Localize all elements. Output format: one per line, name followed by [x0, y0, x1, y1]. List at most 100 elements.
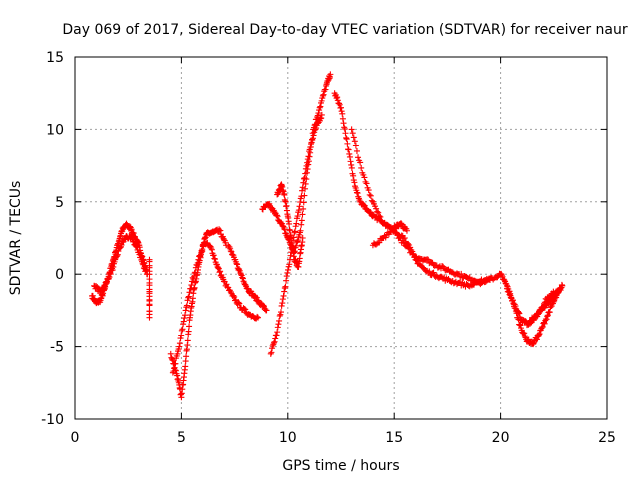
- data-point-marker: [351, 179, 358, 186]
- data-point-marker: [298, 193, 305, 200]
- data-point-marker: [292, 223, 299, 230]
- data-point-marker: [106, 274, 113, 281]
- data-point-marker: [310, 132, 317, 139]
- data-point-marker: [286, 261, 293, 268]
- data-point-marker: [409, 248, 416, 255]
- data-point-marker: [318, 111, 325, 118]
- data-point-marker: [211, 255, 218, 262]
- data-point-marker: [403, 227, 410, 234]
- data-point-marker: [169, 357, 176, 364]
- data-point-marker: [361, 174, 368, 181]
- data-point-marker: [282, 283, 289, 290]
- data-point-marker: [319, 92, 326, 99]
- data-point-marker: [118, 242, 125, 249]
- data-point-marker: [297, 227, 304, 234]
- data-point-marker: [182, 312, 189, 319]
- data-point-marker: [178, 327, 185, 334]
- data-point-marker: [336, 100, 343, 107]
- data-point-marker: [274, 324, 281, 331]
- data-point-marker: [169, 355, 176, 362]
- data-point-marker: [182, 363, 189, 370]
- data-point-marker: [195, 256, 202, 263]
- data-point-marker: [273, 212, 280, 219]
- data-point-marker: [242, 306, 249, 313]
- data-point-marker: [501, 277, 508, 284]
- data-point-marker: [300, 205, 307, 212]
- data-point-marker: [190, 273, 197, 280]
- data-point-marker: [283, 277, 290, 284]
- data-point-marker: [297, 198, 304, 205]
- data-point-marker: [341, 125, 348, 132]
- x-tick-label: 20: [492, 430, 510, 446]
- data-point-marker: [107, 271, 114, 278]
- data-point-marker: [376, 212, 383, 219]
- data-point-marker: [179, 326, 186, 333]
- data-point-marker: [466, 274, 473, 281]
- data-point-marker: [301, 192, 308, 199]
- data-point-marker: [176, 343, 183, 350]
- data-point-marker: [295, 207, 302, 214]
- data-point-marker: [352, 142, 359, 149]
- plot-frame: [74, 56, 608, 420]
- grid-lines: [75, 57, 607, 419]
- data-point-marker: [317, 103, 324, 110]
- data-point-marker: [276, 317, 283, 324]
- x-tick-label: 10: [279, 430, 297, 446]
- data-point-marker: [351, 138, 358, 145]
- data-point-marker: [232, 296, 239, 303]
- data-point-marker: [376, 239, 383, 246]
- y-axis-label: SDTVAR / TECUs: [8, 181, 24, 296]
- data-point-marker: [292, 228, 299, 235]
- data-point-marker: [327, 71, 334, 78]
- data-point-marker: [273, 332, 280, 339]
- data-point-marker: [146, 314, 153, 321]
- data-point-marker: [271, 338, 278, 345]
- data-point-marker: [322, 86, 329, 93]
- data-point-marker: [350, 134, 357, 141]
- data-point-marker: [188, 282, 195, 289]
- data-point-marker: [386, 229, 393, 236]
- data-point-marker: [275, 321, 282, 328]
- data-point-marker: [302, 170, 309, 177]
- data-point-marker: [180, 318, 187, 325]
- data-point-marker: [338, 104, 344, 111]
- data-point-marker: [288, 235, 295, 242]
- data-point-marker: [181, 315, 188, 322]
- data-point-marker: [260, 302, 267, 309]
- data-point-marker: [191, 270, 198, 277]
- data-point-marker: [223, 281, 230, 288]
- data-point-marker: [255, 314, 262, 321]
- y-tick-label: -5: [50, 340, 64, 356]
- data-point-marker: [183, 353, 190, 360]
- data-point-marker: [339, 115, 346, 122]
- data-point-marker: [348, 126, 355, 133]
- y-tick-label: 0: [55, 267, 64, 283]
- data-point-marker: [354, 190, 361, 197]
- data-point-marker: [392, 225, 399, 232]
- data-point-marker: [300, 179, 307, 186]
- data-point-marker: [235, 266, 242, 273]
- data-point-marker: [194, 259, 201, 266]
- data-point-marker: [298, 221, 305, 228]
- x-tick-label: 25: [598, 430, 616, 446]
- data-point-marker: [278, 302, 285, 309]
- data-point-marker: [186, 323, 193, 330]
- data-point-marker: [133, 243, 140, 250]
- data-point-marker: [313, 125, 320, 132]
- data-point-marker: [309, 135, 316, 142]
- data-point-marker: [343, 136, 350, 143]
- data-point-marker: [182, 307, 189, 314]
- data-point-marker: [536, 331, 543, 338]
- data-point-marker: [299, 184, 306, 191]
- data-point-marker: [365, 187, 372, 194]
- data-point-marker: [350, 172, 357, 179]
- data-point-marker: [253, 294, 260, 301]
- data-point-marker: [279, 296, 286, 303]
- data-point-marker: [171, 365, 178, 372]
- data-point-marker: [197, 251, 204, 258]
- data-point-marker: [286, 220, 293, 227]
- data-point-marker: [344, 140, 351, 147]
- data-point-marker: [114, 252, 121, 259]
- data-point-marker: [178, 332, 185, 339]
- data-point-marker: [533, 336, 540, 343]
